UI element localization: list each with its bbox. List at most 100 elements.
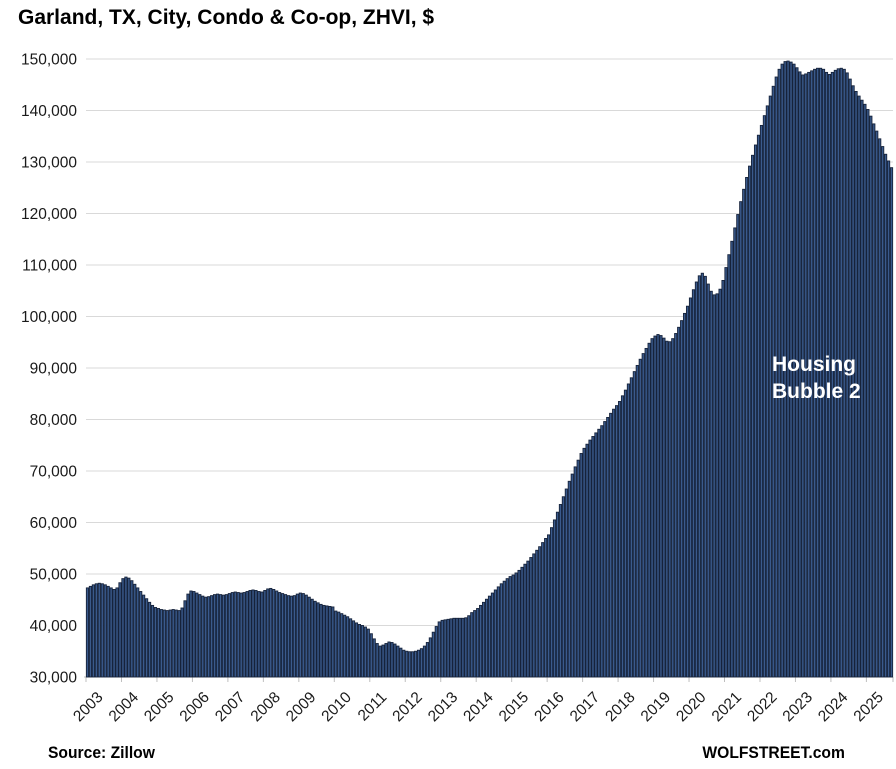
bar (860, 99, 864, 678)
bar (570, 473, 574, 678)
bar (482, 601, 486, 678)
bar (461, 617, 465, 678)
bar (550, 527, 554, 678)
bar (745, 176, 749, 678)
bar (724, 267, 728, 678)
bar (189, 590, 193, 678)
bar (647, 342, 651, 678)
bar (310, 598, 314, 678)
bar (801, 74, 805, 678)
bar (88, 585, 93, 678)
bar (597, 428, 601, 678)
bar (470, 612, 474, 678)
bar (706, 283, 710, 678)
bar (159, 609, 163, 678)
bar (328, 605, 332, 678)
bar (405, 650, 409, 678)
bar (369, 633, 373, 678)
bar (133, 583, 137, 678)
bar (236, 592, 240, 678)
bar (414, 650, 418, 678)
bar (845, 72, 849, 678)
bar (452, 617, 456, 678)
bar (579, 453, 583, 678)
bar (97, 582, 101, 678)
bar (623, 389, 628, 678)
bar (254, 590, 258, 678)
bar (526, 560, 530, 678)
bar (366, 628, 370, 678)
bar (612, 408, 616, 678)
bar (857, 95, 861, 678)
bar (313, 600, 317, 678)
bar (207, 596, 211, 678)
x-axis-tick-label: 2019 (638, 689, 674, 725)
bar (127, 577, 131, 678)
bar (712, 294, 716, 678)
housing-bubble-2-annotation: Housing Bubble 2 (772, 351, 861, 405)
bar (517, 569, 521, 678)
annotation-line-1: Housing (772, 353, 856, 376)
bar (147, 601, 152, 678)
y-axis-tick-label: 110,000 (22, 258, 77, 275)
bar (121, 578, 125, 678)
bar (195, 592, 199, 678)
bar (532, 553, 536, 678)
bar (886, 160, 891, 678)
bar (473, 610, 477, 678)
bar (869, 115, 873, 678)
bar (795, 67, 799, 678)
x-axis-tick-label: 2009 (283, 689, 319, 725)
bar (192, 591, 196, 678)
y-axis-tick-label: 140,000 (21, 103, 77, 120)
bar (233, 591, 237, 678)
bar (609, 412, 613, 678)
bar (325, 605, 329, 678)
x-axis-tick-label: 2012 (389, 689, 425, 725)
bar (221, 594, 226, 678)
bar (632, 371, 636, 678)
bar (334, 610, 338, 678)
bar (422, 645, 427, 678)
bar (319, 603, 323, 678)
bar (508, 576, 512, 678)
bar (656, 334, 660, 678)
bar (283, 594, 288, 678)
bar (804, 73, 808, 678)
bar (384, 643, 388, 678)
bar (218, 594, 223, 678)
bar (830, 71, 834, 678)
bar (162, 609, 166, 678)
bar (774, 76, 778, 678)
bar (807, 71, 811, 678)
bar (674, 333, 678, 678)
bar (272, 589, 276, 678)
bar (91, 584, 95, 678)
bar (665, 340, 669, 678)
bar (390, 642, 394, 678)
bar (210, 595, 214, 678)
bar (813, 68, 817, 678)
x-axis-tick-label: 2017 (567, 689, 603, 725)
y-axis-tick-label: 90,000 (30, 361, 78, 378)
bar (541, 542, 545, 678)
bar (257, 591, 261, 678)
bar (136, 587, 140, 678)
bar (668, 341, 672, 678)
bar (765, 105, 769, 678)
annotation-line-2: Bubble 2 (772, 380, 861, 403)
bar (464, 617, 468, 678)
y-axis-tick-label: 100,000 (21, 309, 77, 326)
bar (174, 609, 178, 678)
x-axis-tick-label: 2008 (248, 689, 284, 725)
bar (544, 538, 548, 678)
bar (431, 631, 435, 678)
bar (106, 585, 110, 678)
bar (848, 78, 852, 678)
bar (777, 68, 781, 678)
bar (768, 95, 772, 678)
bar (511, 574, 515, 678)
bar (416, 649, 421, 678)
bar (700, 272, 704, 678)
bar (393, 643, 397, 678)
